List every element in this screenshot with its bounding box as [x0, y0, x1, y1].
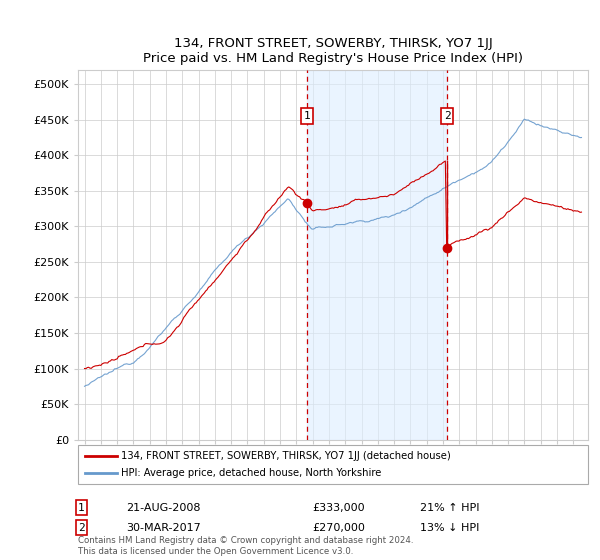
- Text: 2: 2: [443, 111, 451, 121]
- Text: 13% ↓ HPI: 13% ↓ HPI: [420, 522, 479, 533]
- Text: HPI: Average price, detached house, North Yorkshire: HPI: Average price, detached house, Nort…: [121, 468, 382, 478]
- Text: 134, FRONT STREET, SOWERBY, THIRSK, YO7 1JJ (detached house): 134, FRONT STREET, SOWERBY, THIRSK, YO7 …: [121, 451, 451, 461]
- Text: 21% ↑ HPI: 21% ↑ HPI: [420, 503, 479, 513]
- Text: £270,000: £270,000: [312, 522, 365, 533]
- Text: 1: 1: [78, 503, 85, 513]
- Text: 21-AUG-2008: 21-AUG-2008: [126, 503, 200, 513]
- Bar: [307, 70, 447, 440]
- Text: £333,000: £333,000: [312, 503, 365, 513]
- Title: 134, FRONT STREET, SOWERBY, THIRSK, YO7 1JJ
Price paid vs. HM Land Registry's Ho: 134, FRONT STREET, SOWERBY, THIRSK, YO7 …: [143, 36, 523, 64]
- Text: Contains HM Land Registry data © Crown copyright and database right 2024.
This d: Contains HM Land Registry data © Crown c…: [78, 536, 413, 556]
- Text: 30-MAR-2017: 30-MAR-2017: [126, 522, 201, 533]
- Text: 1: 1: [304, 111, 310, 121]
- Text: 2: 2: [78, 522, 85, 533]
